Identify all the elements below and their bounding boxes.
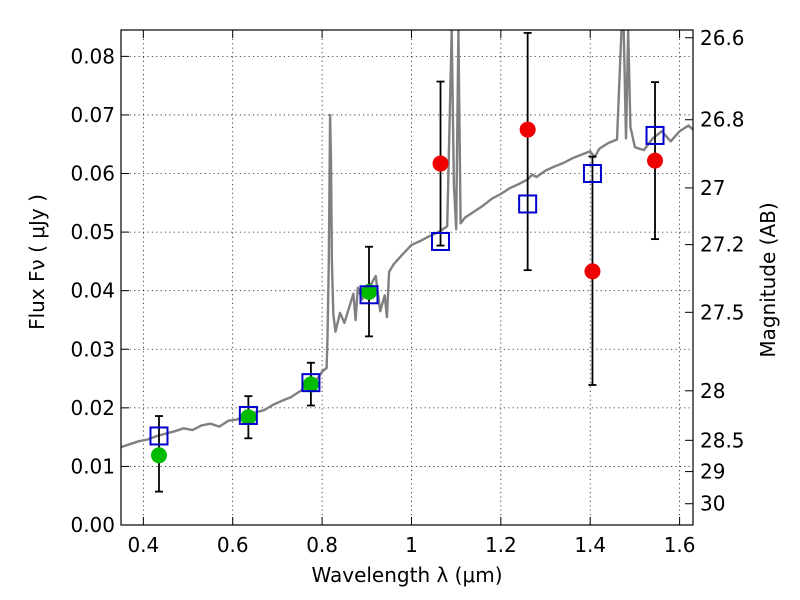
model-photometry-point <box>582 164 602 184</box>
y-tick-label: 0.03 <box>70 337 115 361</box>
y-tick-label: 0.02 <box>70 396 115 420</box>
model-photometry-point <box>149 426 169 446</box>
observed-optical-point <box>240 409 257 426</box>
y-tick-label: 0.06 <box>70 162 115 186</box>
mag-tick-label: 27 <box>700 176 725 200</box>
series-layer <box>121 30 693 493</box>
model-photometry-point <box>359 285 379 305</box>
x-tick-label: 0.6 <box>217 533 249 557</box>
observed-nir-point <box>647 152 664 169</box>
y-tick-label: 0.07 <box>70 103 115 127</box>
y-tick-label: 0.04 <box>70 279 115 303</box>
model-photometry-point <box>645 125 665 145</box>
model-spectrum-line <box>121 30 693 449</box>
mag-tick-label: 28 <box>700 379 725 403</box>
observed-nir-point <box>432 155 449 172</box>
model-photometry-point <box>301 373 321 393</box>
observed-nir-point <box>519 121 536 138</box>
axis-ticks <box>121 30 693 526</box>
model-photometry-point <box>238 405 258 425</box>
mag-tick-label: 27.5 <box>700 300 745 324</box>
mag-tick-label: 26.8 <box>700 108 745 132</box>
observed-nir-point <box>584 263 601 280</box>
mag-tick-label: 28.5 <box>700 428 745 452</box>
x-axis-label: Wavelength λ (μm) <box>311 563 502 587</box>
model-photometry-point <box>431 231 451 251</box>
model-photometry-point <box>518 194 538 214</box>
axis-tick-labels: 0.4 0.6 0.8 1 1.2 1.4 1.6 0.00 0.01 0.02 0.03 0.04 0… <box>70 26 744 557</box>
x-tick-label: 1.2 <box>485 533 517 557</box>
mag-tick-label: 29 <box>700 460 725 484</box>
x-tick-label: 1 <box>405 533 418 557</box>
x-tick-label: 1.6 <box>664 533 696 557</box>
mag-tick-label: 27.2 <box>700 233 745 257</box>
y-tick-label: 0.00 <box>70 513 115 537</box>
y-tick-label: 0.08 <box>70 44 115 68</box>
right-axis-label: Magnitude (AB) <box>756 202 780 357</box>
observed-optical-point <box>302 376 319 393</box>
observed-optical-point <box>150 447 167 464</box>
y-axis-label: Flux Fν ( μJy ) <box>25 194 49 330</box>
observed-optical-point <box>361 283 378 300</box>
y-tick-label: 0.01 <box>70 454 115 478</box>
x-tick-label: 0.8 <box>306 533 338 557</box>
plot-frame <box>120 29 694 526</box>
x-tick-label: 0.4 <box>127 533 159 557</box>
mag-tick-label: 26.6 <box>700 26 745 50</box>
x-tick-label: 1.4 <box>574 533 606 557</box>
y-tick-label: 0.05 <box>70 220 115 244</box>
mag-tick-label: 30 <box>700 492 725 516</box>
